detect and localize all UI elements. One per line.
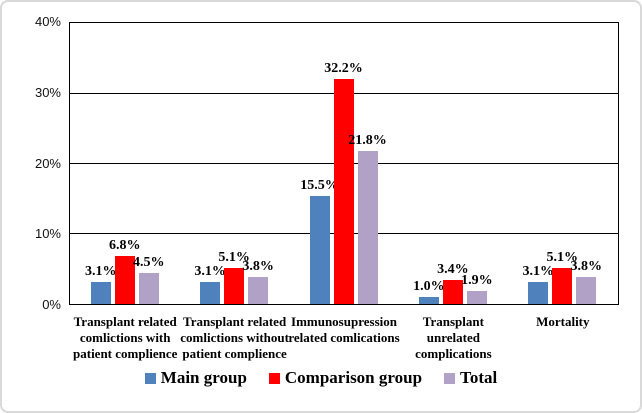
bar-comparison-group-0 [114,256,135,304]
bar-value-label-main-group-0: 3.1% [84,264,117,280]
x-category-line: Mortality [536,314,590,329]
x-category-label-0: Transplant related comlictions with patien… [73,314,177,362]
x-category-label-2: Immunosupression related comlications [288,314,399,346]
y-tick-label-0: 0% [42,297,61,312]
x-category-line: comlictions without [180,330,289,345]
legend: Main group Comparison group Total [2,368,640,388]
bar-value-label-main-group-1: 3.1% [194,264,226,280]
bar-comparison-group-2 [333,78,354,304]
bar-total-4 [576,277,597,304]
bar-total-3 [466,290,487,304]
x-category-label-4: Mortality [536,314,589,330]
bar-value-label-total-1: 3.8% [242,259,274,275]
bar-total-2 [357,151,378,304]
bar-value-label-main-group-3: 1.0% [413,279,445,294]
x-category-line: Transplant related [183,314,287,329]
bar-main-group-4 [528,282,549,304]
bar-comparison-group-3 [442,280,463,304]
plot-area: 3.1% 3.1% 15.5% 1.0% 3.1% 6.8% 5.1% 32.2% 3.4% 5.… [69,22,619,305]
bar-comparison-group-4 [552,268,573,304]
x-category-line: complications [415,346,492,361]
legend-swatch-total [444,372,456,384]
x-category-line: patient complience [182,346,287,361]
bar-value-label-comparison-group-0: 6.8% [108,238,141,254]
bar-main-group-3 [418,297,439,304]
x-category-line: patient complience [73,346,178,361]
bar-total-1 [248,277,269,304]
legend-item-main-group: Main group [144,368,247,388]
legend-label-comparison-group: Comparison group [284,368,423,387]
bar-value-label-comparison-group-2: 32.2% [324,60,363,76]
bar-value-label-main-group-2: 15.5% [300,177,339,193]
legend-item-comparison-group: Comparison group [268,368,423,388]
y-tick-label-30: 30% [34,84,61,100]
bar-main-group-2 [309,195,330,304]
y-tick-label-40: 40% [34,14,61,29]
bar-total-0 [138,272,159,304]
x-category-line: related comlications [288,330,400,345]
bar-main-group-1 [200,282,221,304]
legend-swatch-main-group [144,372,156,384]
y-tick-label-20: 20% [34,155,61,171]
bar-comparison-group-1 [224,268,245,304]
x-category-line: Transplant related [73,314,177,329]
legend-label-total: Total [460,368,498,387]
legend-item-total: Total [444,368,497,388]
bar-value-label-comparison-group-1: 5.1% [218,250,250,266]
x-category-line: comlictions with [79,330,171,345]
bar-value-label-total-4: 3.8% [570,259,603,275]
bar-value-label-total-3: 1.9% [461,272,493,288]
x-category-line: Immunosupression [291,314,397,329]
x-category-label-3: Transplant unrelated complications [415,314,492,362]
x-category-line: Transplant [422,314,484,329]
bar-value-label-comparison-group-4: 5.1% [546,250,579,266]
bar-value-label-total-2: 21.8% [348,133,387,149]
bar-main-group-0 [90,282,111,304]
bar-value-label-comparison-group-3: 3.4% [437,262,469,278]
legend-label-main-group: Main group [160,368,247,387]
bar-value-label-main-group-4: 3.1% [522,264,555,280]
legend-swatch-comparison-group [268,372,280,384]
y-tick-label-10: 10% [34,226,61,242]
x-category-label-1: Transplant related comlictions without pat… [180,314,289,362]
bar-value-label-total-0: 4.5% [132,254,165,270]
x-category-line: unrelated [426,330,480,345]
